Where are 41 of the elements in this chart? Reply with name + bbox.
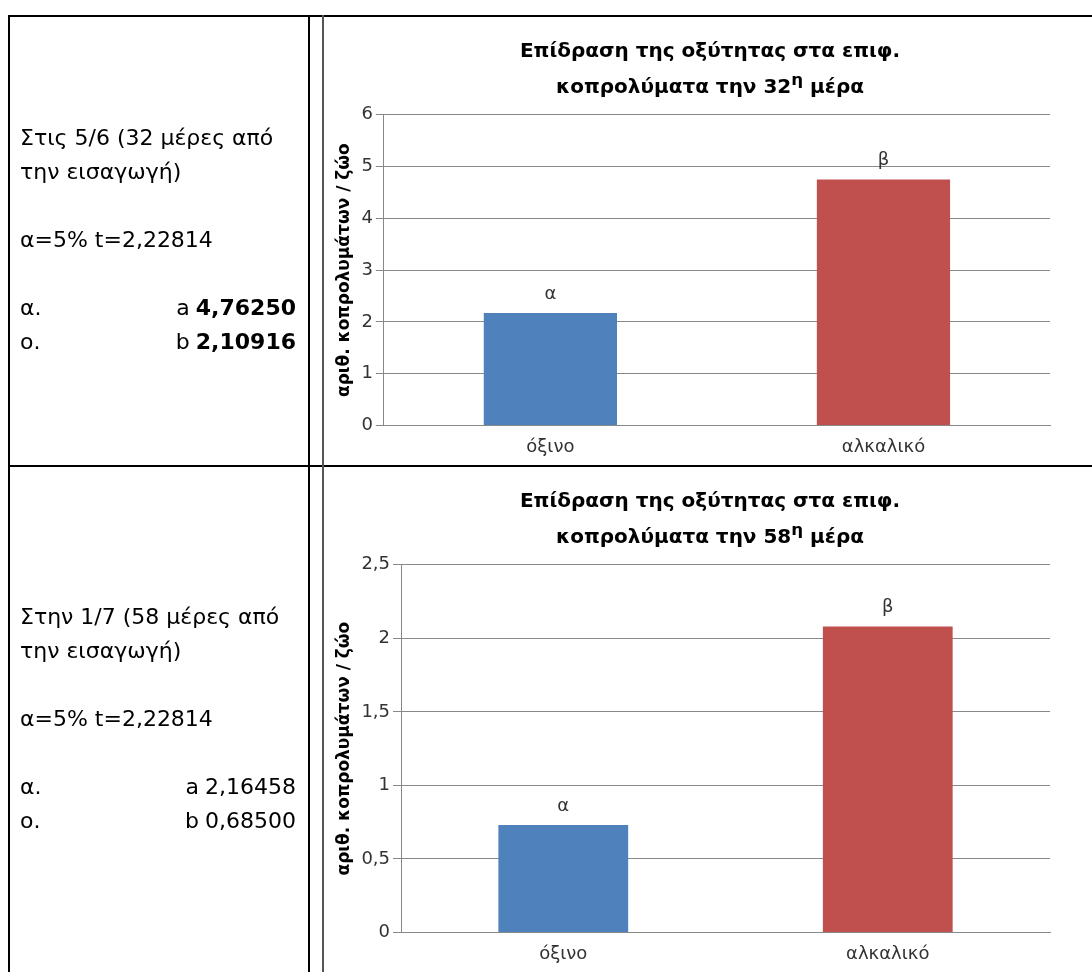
text: α=5% t=2,22814 [20, 704, 214, 733]
text: ο. [20, 806, 42, 835]
data-label: α [557, 793, 570, 815]
y-axis-title: αριθ. κοπρολυμάτων / ζώο [332, 142, 353, 397]
text: b [174, 328, 190, 356]
chart-title: Επίδραση της οξύτητας στα επιφ. κοπρολύματα την 58$^{η}$ μέρα [518, 487, 902, 550]
text: b [184, 806, 200, 835]
x-tick-label: όξινο [526, 434, 575, 456]
y-tick-label: 0,5 [361, 846, 391, 868]
y-tick-label: 2,5 [361, 552, 391, 574]
y-tick-label: 1 [378, 772, 391, 794]
text: α. [20, 772, 43, 801]
y-tick-label: 1 [361, 360, 373, 382]
text: ο. [20, 328, 42, 356]
text: α=5% t=2,22814 [20, 226, 214, 254]
y-tick-label: 4 [361, 205, 373, 227]
x-tick-label: αλκαλικό [846, 941, 930, 963]
y-tick-label: 0 [378, 919, 391, 941]
y-tick-label: 6 [361, 102, 373, 124]
text: a [184, 772, 200, 801]
text: 2,16458 [205, 772, 296, 801]
text: Στις 5/6 (32 μέρες από την εισαγωγή) [20, 124, 275, 186]
y-tick-label: 2 [378, 625, 391, 647]
chart-title: Επίδραση της οξύτητας στα επιφ. κοπρολύματα την 32$^{η}$ μέρα [518, 37, 902, 100]
data-label: β [882, 594, 894, 616]
y-tick-label: 5 [361, 153, 373, 175]
y-tick-label: 2 [361, 309, 373, 331]
y-tick-label: 0 [361, 412, 373, 434]
text: 0,68500 [205, 806, 296, 835]
text: 4,76250 [195, 294, 296, 322]
text: a [175, 294, 190, 322]
x-tick-label: όξινο [539, 941, 588, 963]
x-tick-label: αλκαλικό [841, 434, 926, 456]
text: α. [20, 294, 43, 322]
y-tick-label: 1,5 [361, 699, 391, 721]
text: 2,10916 [195, 328, 296, 356]
text: Στην 1/7 (58 μέρες από την εισαγωγή) [20, 602, 281, 665]
data-label: α [544, 281, 557, 303]
y-axis-title: αριθ. κοπρολυμάτων / ζώο [332, 621, 353, 876]
y-tick-label: 3 [361, 257, 373, 279]
data-label: β [877, 147, 890, 169]
